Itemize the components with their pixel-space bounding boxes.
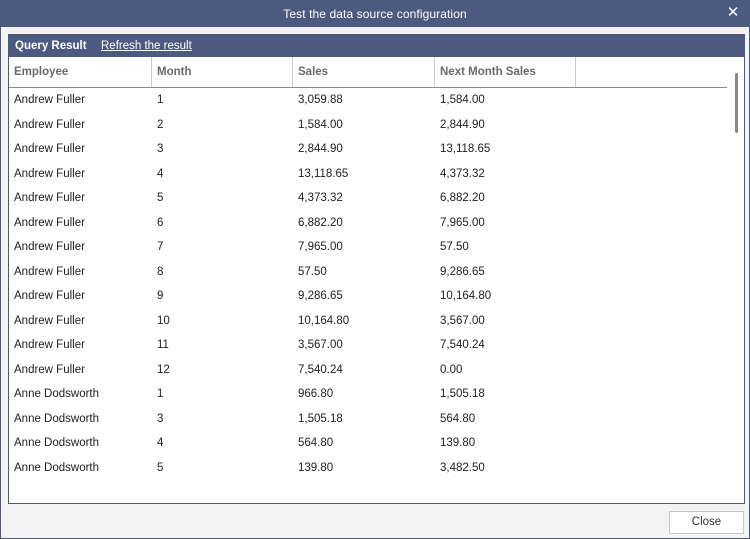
table-row[interactable]: Andrew Fuller 10 10,164.80 3,567.00: [9, 309, 727, 334]
cell-next-month-sales: 4,373.32: [440, 167, 485, 180]
table-row[interactable]: Andrew Fuller 6 6,882.20 7,965.00: [9, 211, 727, 236]
cell-employee: Anne Dodsworth: [14, 412, 100, 425]
cell-employee: Andrew Fuller: [14, 241, 85, 253]
cell-next-month-sales: 10,164.80: [440, 290, 492, 302]
cell-next-month-sales: 139.80: [440, 437, 476, 449]
cell-month: 2: [157, 118, 164, 131]
column-header-filler: [576, 57, 727, 87]
cell-next-month-sales: 7,540.24: [440, 339, 485, 351]
cell-employee: Andrew Fuller: [14, 265, 85, 278]
cell-sales: 2,844.90: [298, 143, 343, 155]
cell-month: 1: [157, 388, 164, 400]
cell-month: 5: [157, 461, 164, 474]
refresh-result-link[interactable]: Refresh the result: [101, 40, 192, 52]
cell-next-month-sales: 2,844.90: [440, 118, 485, 131]
cell-sales: 9,286.65: [298, 290, 343, 302]
column-header-month[interactable]: Month: [152, 57, 293, 87]
cell-employee: Andrew Fuller: [14, 363, 85, 376]
table-row[interactable]: Andrew Fuller 9 9,286.65 10,164.80: [9, 284, 727, 309]
cell-month: 9: [157, 290, 164, 302]
cell-next-month-sales: 57.50: [440, 241, 469, 253]
table-row[interactable]: Andrew Fuller 2 1,584.00 2,844.90: [9, 113, 727, 138]
table-row[interactable]: Anne Dodsworth 5 139.80 3,482.50: [9, 456, 727, 481]
column-header-next-month-sales[interactable]: Next Month Sales: [435, 57, 576, 87]
cell-employee: Andrew Fuller: [14, 118, 85, 131]
table-row[interactable]: Andrew Fuller 11 3,567.00 7,540.24: [9, 333, 727, 358]
cell-month: 3: [157, 143, 164, 155]
result-grid: Employee Month Sales Next Month Sales An…: [9, 57, 744, 503]
table-row[interactable]: Andrew Fuller 8 57.50 9,286.65: [9, 260, 727, 285]
cell-employee: Andrew Fuller: [14, 339, 85, 351]
cell-employee: Andrew Fuller: [14, 94, 85, 106]
cell-sales: 6,882.20: [298, 216, 343, 229]
cell-month: 11: [157, 339, 169, 351]
cell-next-month-sales: 1,505.18: [440, 388, 485, 400]
cell-month: 4: [157, 437, 164, 449]
cell-sales: 1,505.18: [298, 412, 343, 425]
close-button[interactable]: Close: [669, 511, 744, 534]
close-icon[interactable]: ✕: [726, 4, 740, 21]
cell-month: 4: [157, 167, 164, 180]
cell-next-month-sales: 6,882.20: [440, 192, 485, 204]
cell-next-month-sales: 13,118.65: [440, 143, 491, 155]
cell-next-month-sales: 9,286.65: [440, 265, 485, 278]
cell-month: 3: [157, 412, 164, 425]
cell-employee: Anne Dodsworth: [14, 461, 100, 474]
cell-next-month-sales: 1,584.00: [440, 94, 485, 106]
cell-sales: 3,059.88: [298, 94, 343, 106]
cell-sales: 7,965.00: [298, 241, 343, 253]
table-row[interactable]: Andrew Fuller 12 7,540.24 0.00: [9, 358, 727, 383]
query-result-label: Query Result: [15, 40, 87, 52]
cell-sales: 57.50: [298, 265, 327, 278]
cell-next-month-sales: 3,567.00: [440, 314, 485, 327]
cell-employee: Andrew Fuller: [14, 216, 85, 229]
cell-next-month-sales: 3,482.50: [440, 461, 485, 474]
query-result-panel: Query Result Refresh the result Employee…: [8, 34, 745, 504]
cell-next-month-sales: 0.00: [440, 363, 463, 376]
table-row[interactable]: Anne Dodsworth 3 1,505.18 564.80: [9, 407, 727, 432]
cell-employee: Andrew Fuller: [14, 167, 85, 180]
cell-next-month-sales: 7,965.00: [440, 216, 485, 229]
cell-month: 1: [157, 94, 164, 106]
table-row[interactable]: Andrew Fuller 3 2,844.90 13,118.65: [9, 137, 727, 162]
dialog-title: Test the data source configuration: [283, 7, 467, 21]
cell-sales: 564.80: [298, 437, 334, 449]
table-row[interactable]: Andrew Fuller 5 4,373.32 6,882.20: [9, 186, 727, 211]
cell-employee: Anne Dodsworth: [14, 437, 100, 449]
title-bar: Test the data source configuration ✕: [1, 1, 749, 27]
table-row[interactable]: Andrew Fuller 1 3,059.88 1,584.00: [9, 88, 727, 113]
cell-sales: 1,584.00: [298, 118, 343, 131]
grid-header-row: Employee Month Sales Next Month Sales: [9, 57, 727, 88]
column-header-sales[interactable]: Sales: [293, 57, 435, 87]
cell-sales: 10,164.80: [298, 314, 350, 327]
cell-sales: 13,118.65: [298, 167, 349, 180]
cell-sales: 4,373.32: [298, 192, 343, 204]
cell-employee: Anne Dodsworth: [14, 388, 100, 400]
cell-sales: 3,567.00: [298, 339, 343, 351]
cell-month: 10: [157, 314, 170, 327]
cell-sales: 966.80: [298, 388, 334, 400]
table-row[interactable]: Andrew Fuller 4 13,118.65 4,373.32: [9, 162, 727, 187]
cell-month: 8: [157, 265, 164, 278]
cell-employee: Andrew Fuller: [14, 192, 85, 204]
cell-employee: Andrew Fuller: [14, 290, 85, 302]
table-row[interactable]: Anne Dodsworth 1 966.80 1,505.18: [9, 382, 727, 407]
cell-next-month-sales: 564.80: [440, 412, 476, 425]
cell-sales: 7,540.24: [298, 363, 343, 376]
cell-employee: Andrew Fuller: [14, 314, 85, 327]
cell-month: 5: [157, 192, 164, 204]
panel-header: Query Result Refresh the result: [9, 35, 744, 57]
cell-employee: Andrew Fuller: [14, 143, 85, 155]
cell-month: 12: [157, 363, 170, 376]
table-row[interactable]: Anne Dodsworth 4 564.80 139.80: [9, 431, 727, 456]
table-row[interactable]: Andrew Fuller 7 7,965.00 57.50: [9, 235, 727, 260]
cell-sales: 139.80: [298, 461, 334, 474]
column-header-employee[interactable]: Employee: [9, 57, 152, 87]
vertical-scrollbar[interactable]: [735, 73, 738, 133]
cell-month: 7: [157, 241, 164, 253]
cell-month: 6: [157, 216, 164, 229]
